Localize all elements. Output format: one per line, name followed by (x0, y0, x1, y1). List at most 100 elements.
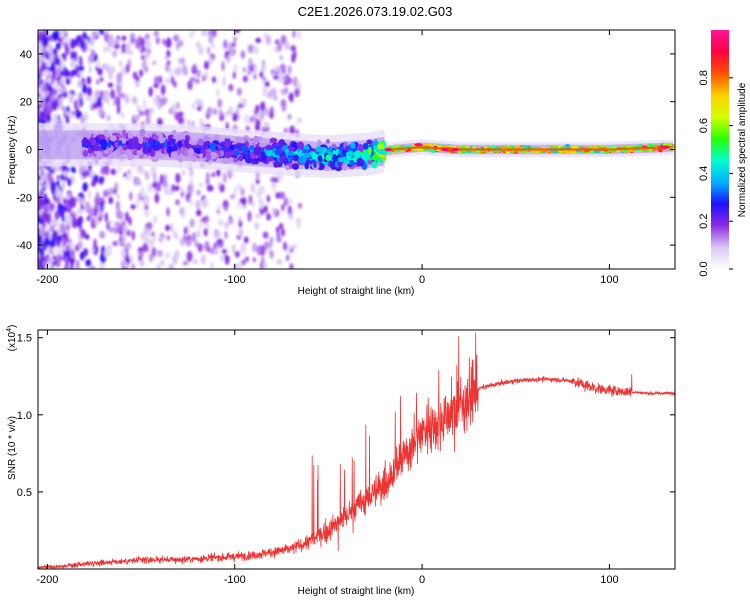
spectrogram-noise-cell (236, 200, 241, 209)
spectrogram-noise-cell (248, 194, 253, 205)
spectrogram-noise-cell (253, 73, 257, 80)
spectrogram-noise-cell (153, 82, 159, 89)
spectrogram-noise-cell (233, 36, 237, 43)
spectrogram-noise-cell (168, 189, 173, 196)
spectrogram-noise-cell (270, 176, 276, 183)
spectrogram-noise-cell (126, 241, 132, 250)
spectrogram-noise-cell (80, 229, 87, 239)
spectrogram-noise-cell (45, 214, 52, 224)
spectrogram-noise-cell (275, 226, 280, 234)
spectrogram-noise-cell (241, 197, 247, 206)
spectrogram-ridge-cell (260, 151, 266, 159)
spectrogram-ridge-cell (219, 149, 225, 157)
spectrogram-noise-cell (78, 70, 84, 77)
spectrogram-ridge-cell (100, 142, 107, 151)
spectrogram-ridge-cell (658, 148, 663, 153)
spectrogram-noise-cell (155, 181, 162, 193)
spectrogram-noise-cell (97, 67, 103, 76)
spectrogram-noise-cell (176, 42, 180, 51)
spectrogram-noise-cell (38, 252, 42, 261)
spectrogram-noise-cell (162, 38, 166, 46)
spectrogram-noise-cell (254, 222, 259, 230)
spectrogram-noise-cell (125, 258, 131, 264)
spectrogram-noise-cell (80, 115, 86, 125)
spectrogram-noise-cell (88, 66, 93, 73)
spectrogram-noise-cell (150, 165, 157, 176)
spectrogram-noise-cell (263, 107, 270, 116)
spectrogram-noise-cell (49, 96, 56, 102)
snr-y-ticks: 0.5 1.0 1.5 (17, 333, 675, 499)
spectrogram-noise-cell (62, 197, 67, 205)
spectrogram-noise-cell (143, 65, 149, 73)
spectrogram-noise-cell (112, 187, 118, 195)
spectrogram-noise-cell (228, 83, 234, 92)
spectrogram-noise-cell (166, 207, 170, 217)
spectrogram-noise-cell (124, 211, 129, 223)
spectrogram-noise-cell (162, 180, 168, 188)
colorbar-ticks: 0.0 0.2 0.4 0.6 0.8 (698, 70, 733, 277)
spectrogram-noise-cell (188, 197, 193, 206)
spectrogram-noise-cell (44, 254, 50, 262)
spectrogram-noise-cell (218, 219, 224, 226)
spectrogram-noise-cell (116, 104, 121, 115)
spectrogram-noise-cell (48, 103, 52, 112)
spectrogram-noise-cell (187, 184, 194, 194)
snr-y-label: SNR (10 * v/v) (7, 416, 18, 480)
spectrogram-noise-cell (65, 115, 70, 125)
spectrogram-ridge-cell (136, 149, 142, 155)
spectrogram-noise-cell (224, 231, 228, 239)
spectrogram-noise-cell (164, 55, 169, 61)
spectrogram-noise-cell (60, 57, 64, 67)
spectrogram-noise-cell (121, 234, 126, 246)
spectrogram-noise-cell (56, 174, 61, 181)
spectrogram-noise-cell (59, 208, 65, 218)
spectrogram-ridge-cell (234, 149, 239, 157)
spectrogram-noise-cell (104, 32, 109, 43)
spectrogram-noise-cell (71, 167, 76, 174)
spectrogram-noise-cell (42, 260, 47, 267)
spectrogram-noise-cell (40, 63, 46, 72)
spectrogram-peak (414, 143, 423, 147)
spectrogram-noise-cell (192, 63, 197, 72)
spectrogram-ridge-cell (173, 143, 178, 151)
spectrogram-ridge-cell (94, 143, 99, 152)
spectrogram-x-tick-label: 0 (419, 274, 425, 286)
spectrogram-ridge-cell (367, 147, 372, 155)
spectrogram-noise-cell (108, 69, 114, 80)
spectrogram-ridge-cell (315, 146, 324, 153)
spectrogram-noise-cell (272, 184, 277, 194)
spectrogram-noise-cell (262, 86, 268, 98)
spectrogram-ridge-cell (127, 131, 132, 139)
spectrogram-ridge-cell (372, 153, 380, 162)
spectrogram-ridge-cell (313, 161, 317, 168)
spectrogram-noise-cell (55, 42, 61, 50)
spectrogram-noise-cell (90, 49, 96, 58)
spectrogram-noise-cell (191, 30, 196, 37)
spectrogram-ridge-cell (109, 135, 117, 142)
spectrogram-noise-cell (276, 258, 283, 266)
spectrogram-noise-cell (221, 61, 225, 72)
spectrogram-ridge-cell (249, 145, 254, 151)
spectrogram-ridge-cell (187, 147, 195, 157)
spectrogram-noise-cell (46, 113, 51, 123)
spectrogram-ridge-cell (317, 139, 322, 148)
spectrogram-noise-cell (157, 249, 163, 258)
spectrogram-noise-cell (211, 76, 217, 84)
spectrogram-noise-cell (149, 239, 155, 248)
spectrogram-ridge-cell (274, 149, 281, 156)
spectrogram-noise-cell (186, 250, 193, 262)
spectrogram-ridge-cell (122, 144, 128, 151)
spectrogram-noise-cell (111, 50, 118, 58)
spectrogram-noise-cell (265, 35, 272, 46)
spectrogram-noise-cell (165, 224, 171, 232)
snr-x-tick-label: 0 (419, 574, 425, 586)
spectrogram-noise-cell (207, 56, 213, 66)
spectrogram-noise-cell (75, 64, 79, 75)
spectrogram-noise-cell (172, 254, 178, 265)
spectrogram-noise-cell (238, 261, 243, 269)
spectrogram-noise-cell (82, 182, 88, 192)
spectrogram-noise-cell (155, 36, 160, 45)
spectrogram-noise-cell (228, 105, 233, 116)
spectrogram-noise-cell (55, 58, 61, 65)
spectrogram-noise-cell (158, 75, 163, 84)
